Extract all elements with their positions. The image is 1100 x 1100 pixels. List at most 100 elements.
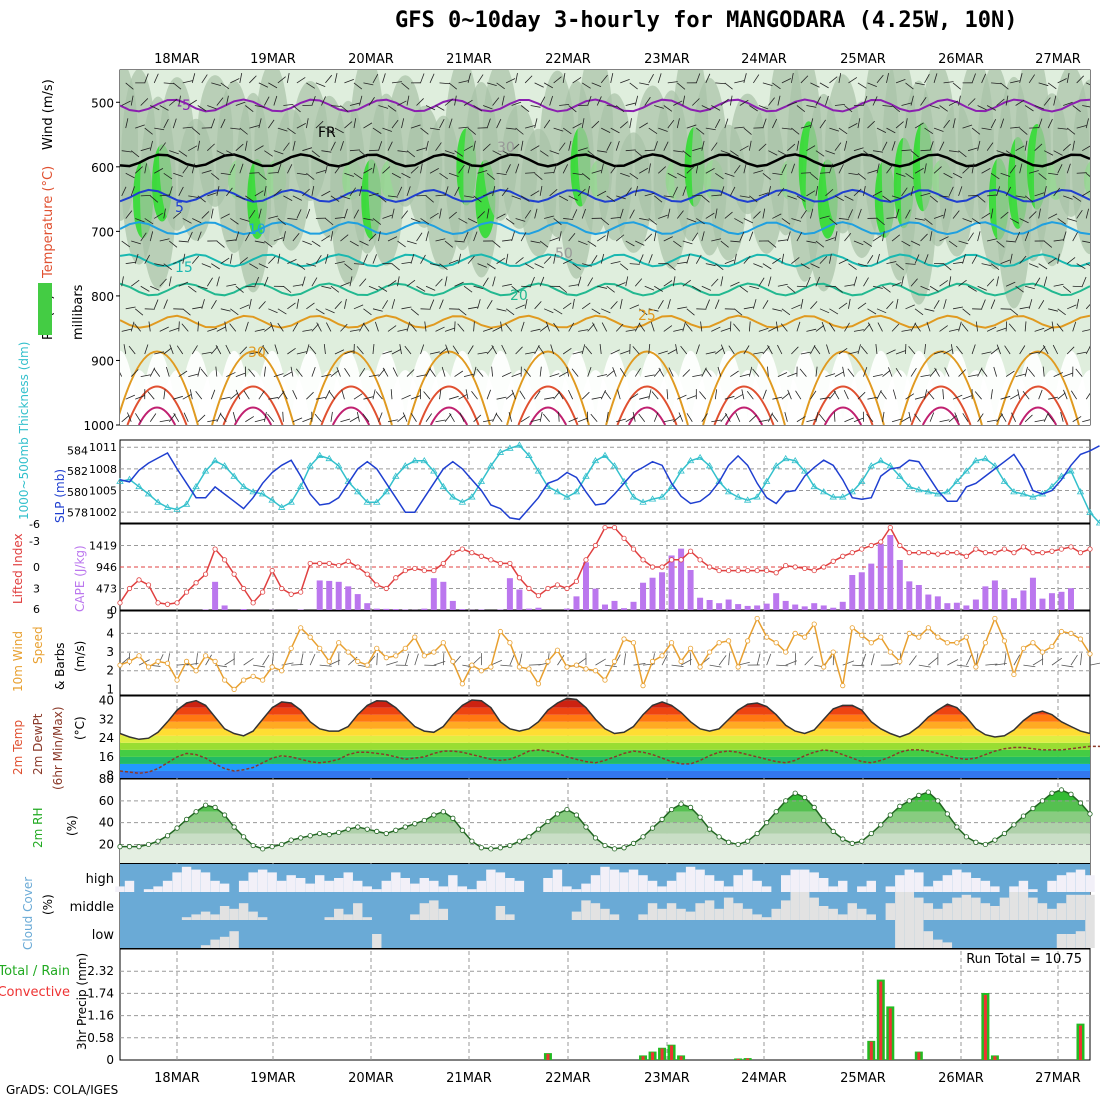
wind-barb	[506, 127, 517, 130]
wind-barb	[826, 344, 830, 355]
warm-contour	[407, 350, 491, 425]
wind-barb	[743, 73, 747, 84]
wind-barb	[711, 194, 722, 197]
wind-barb	[996, 186, 1001, 196]
wind-barb	[635, 240, 645, 246]
cloud-cell	[828, 886, 838, 892]
wind-barb	[920, 192, 931, 197]
thickness-point	[858, 477, 866, 484]
wind-barb	[163, 263, 172, 271]
wind-barb	[867, 396, 878, 400]
wind-barb	[971, 73, 976, 84]
lifted-index-point	[602, 524, 608, 531]
wind-barb	[382, 166, 391, 174]
rh2m-unit: (%)	[65, 815, 79, 836]
rh-point	[859, 838, 865, 844]
wind-barb	[673, 240, 682, 248]
wind-barb	[948, 414, 957, 423]
wind-barb	[990, 263, 1000, 271]
cloud-cell	[229, 931, 239, 948]
wind-barb	[486, 208, 490, 219]
wind-barb	[268, 172, 279, 174]
wind-barb	[581, 344, 586, 355]
wind-barb	[363, 167, 373, 174]
lifted-index-point	[364, 571, 370, 577]
wind-barb	[692, 374, 703, 377]
cape-bar	[944, 603, 951, 610]
wind-barb	[390, 389, 393, 400]
wind-barb	[496, 257, 506, 264]
wind-barb	[962, 124, 973, 129]
wind-barb	[1082, 105, 1090, 108]
wind-barb	[939, 105, 948, 112]
wind-barb	[553, 218, 562, 226]
lifted-index-point	[507, 560, 513, 567]
cloud-row-label: high	[86, 872, 114, 887]
lifted-index-point	[630, 546, 637, 552]
wind-barb	[1010, 126, 1021, 129]
wind-barb	[1019, 345, 1026, 355]
wind-barb	[615, 234, 625, 242]
wind-barb	[910, 367, 917, 377]
wind-speed-point	[193, 668, 199, 674]
wind-barb	[224, 321, 227, 332]
wind-barb	[135, 218, 145, 223]
wind-speed-point	[326, 658, 332, 665]
wind-speed-point	[126, 658, 133, 665]
wind-barb	[283, 195, 293, 201]
wind-barb	[724, 259, 735, 265]
cloud-cell	[172, 872, 182, 892]
wind-barb	[676, 118, 680, 129]
wind-barb	[368, 233, 377, 242]
wind-barb	[1063, 101, 1073, 106]
cloud-cell	[828, 908, 838, 920]
wind-barb	[787, 285, 796, 293]
temp-label: 2m Temp	[11, 720, 25, 775]
cloud-cell	[838, 880, 848, 892]
wind-barb	[796, 232, 803, 242]
wind-barb	[734, 80, 745, 84]
wind-speed-point	[878, 634, 884, 640]
wind-barb	[815, 240, 825, 248]
cape-bar	[611, 600, 618, 610]
wind-barb	[520, 416, 530, 423]
wind-barb	[321, 285, 332, 289]
date-label-top: 25MAR	[840, 52, 886, 67]
cloud-cell	[571, 889, 582, 892]
wind-barb	[401, 394, 411, 400]
wind-barb	[229, 164, 236, 174]
thickness-point	[981, 454, 990, 462]
wind-barb	[886, 73, 889, 83]
wind-speed-point	[1001, 638, 1008, 644]
wind-barb	[226, 283, 237, 287]
rh-point	[887, 812, 893, 818]
wind-barb	[558, 195, 569, 201]
wind-barb	[134, 253, 139, 264]
wind-barb	[1034, 419, 1045, 423]
wind-barb	[1000, 172, 1011, 177]
wind-barb	[1024, 231, 1030, 242]
date-label-top: 27MAR	[1035, 52, 1081, 67]
warm-contour	[713, 385, 775, 425]
wind-barb	[806, 276, 811, 287]
wind-barb	[534, 208, 538, 219]
wind-barb	[996, 150, 1007, 155]
wind-barb	[505, 164, 511, 174]
cloud-cell	[685, 911, 696, 920]
wind-barb	[623, 653, 627, 666]
wind-barb	[939, 419, 950, 423]
rh-point	[1001, 830, 1008, 837]
wind-barb	[996, 276, 999, 287]
wind-barb	[220, 396, 231, 400]
wind-barb	[639, 308, 648, 316]
wind-barb	[952, 306, 963, 310]
wind-barb	[756, 653, 761, 666]
cloud-cell	[495, 872, 506, 892]
wind-barb	[287, 258, 297, 264]
wind-barb	[857, 391, 866, 400]
lifted-index-point	[1087, 546, 1093, 552]
wind-barb	[315, 308, 325, 315]
lifted-index-point	[1049, 548, 1055, 554]
wind-barb	[473, 366, 477, 377]
thickness-point	[696, 453, 704, 461]
